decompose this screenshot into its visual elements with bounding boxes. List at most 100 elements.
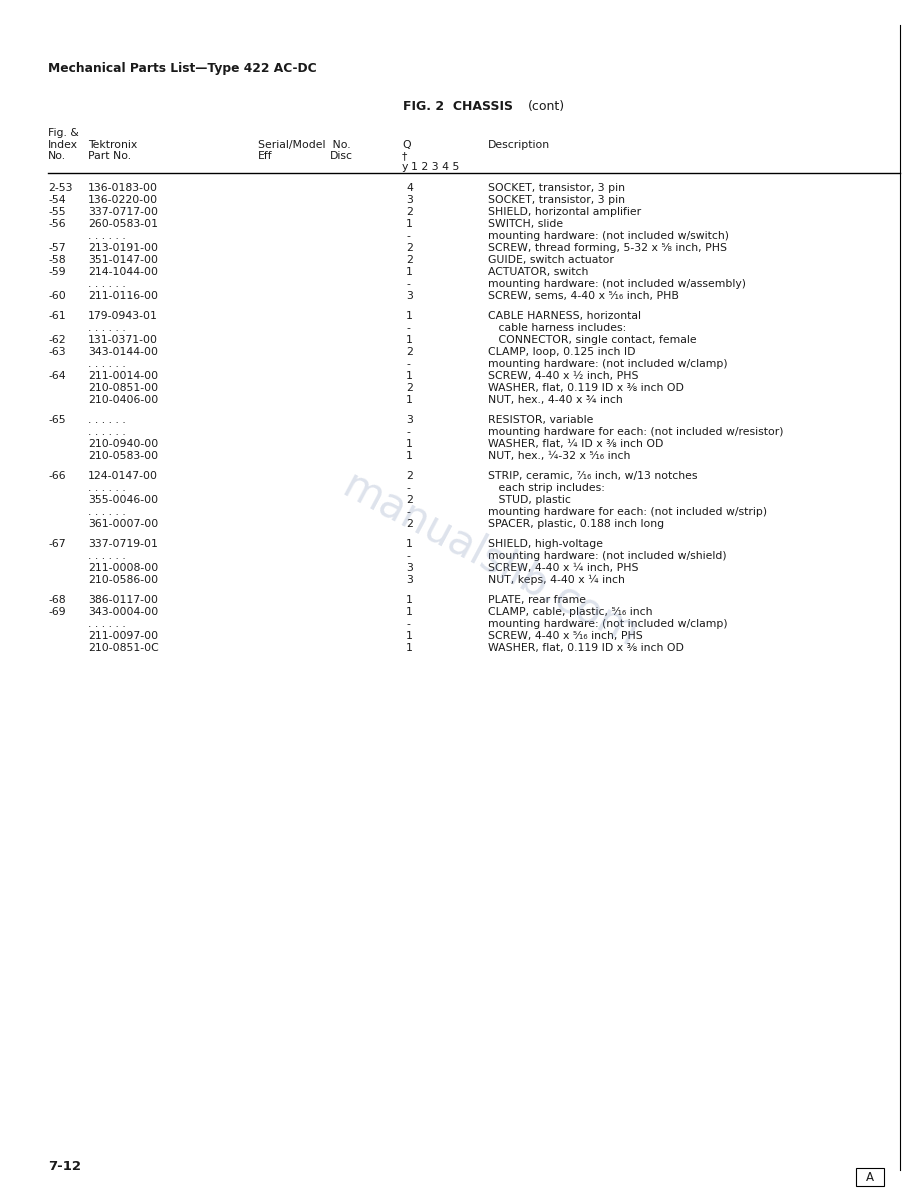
Text: 211-0097-00: 211-0097-00 xyxy=(88,631,158,641)
Text: 7-12: 7-12 xyxy=(48,1160,81,1173)
Text: WASHER, flat, 0.119 ID x ⅜ inch OD: WASHER, flat, 0.119 ID x ⅜ inch OD xyxy=(488,383,684,393)
Text: -: - xyxy=(406,551,410,561)
Text: -: - xyxy=(406,359,410,370)
Text: Disc: Disc xyxy=(330,151,353,161)
Text: 4: 4 xyxy=(406,184,413,193)
Text: 1: 1 xyxy=(406,311,413,321)
Text: . . . . . .: . . . . . . xyxy=(88,507,126,517)
Text: 2: 2 xyxy=(406,383,413,393)
Text: -61: -61 xyxy=(48,311,66,321)
Text: 337-0717-00: 337-0717-00 xyxy=(88,207,158,217)
Text: 210-0583-00: 210-0583-00 xyxy=(88,451,158,461)
Text: mounting hardware: (not included w/clamp): mounting hardware: (not included w/clamp… xyxy=(488,359,727,370)
Text: CABLE HARNESS, horizontal: CABLE HARNESS, horizontal xyxy=(488,311,641,321)
Text: 2: 2 xyxy=(406,347,413,356)
Text: A: A xyxy=(866,1171,874,1184)
Text: PLATE, rear frame: PLATE, rear frame xyxy=(488,595,586,606)
Text: RESISTOR, variable: RESISTOR, variable xyxy=(488,415,593,426)
Text: manualslib.com: manualslib.com xyxy=(335,464,645,656)
Text: CLAMP, loop, 0.125 inch ID: CLAMP, loop, 0.125 inch ID xyxy=(488,347,636,356)
Text: 210-0406-00: 210-0406-00 xyxy=(88,395,158,405)
Text: -66: -66 xyxy=(48,471,66,482)
Text: . . . . . .: . . . . . . xyxy=(88,359,126,370)
Text: GUIDE, switch actuator: GUIDE, switch actuator xyxy=(488,255,614,265)
Text: mounting hardware: (not included w/assembly): mounting hardware: (not included w/assem… xyxy=(488,279,746,288)
Text: Q: Q xyxy=(402,139,411,150)
Bar xyxy=(856,1168,884,1186)
Text: 337-0719-01: 337-0719-01 xyxy=(88,539,158,550)
Text: 1: 1 xyxy=(406,631,413,641)
Text: 210-0851-00: 210-0851-00 xyxy=(88,383,158,393)
Text: Part No.: Part No. xyxy=(88,151,131,161)
Text: Serial/Model  No.: Serial/Model No. xyxy=(258,139,351,150)
Text: CONNECTOR, single contact, female: CONNECTOR, single contact, female xyxy=(488,335,697,344)
Text: SCREW, 4-40 x ¼ inch, PHS: SCREW, 4-40 x ¼ inch, PHS xyxy=(488,563,639,573)
Text: 2: 2 xyxy=(406,207,413,217)
Text: 131-0371-00: 131-0371-00 xyxy=(88,335,158,344)
Text: ACTUATOR, switch: ACTUATOR, switch xyxy=(488,267,588,277)
Text: 1: 1 xyxy=(406,439,413,449)
Text: 260-0583-01: 260-0583-01 xyxy=(88,219,158,229)
Text: 1: 1 xyxy=(406,267,413,277)
Text: . . . . . .: . . . . . . xyxy=(88,483,126,493)
Text: 211-0014-00: 211-0014-00 xyxy=(88,371,158,381)
Text: cable harness includes:: cable harness includes: xyxy=(488,323,626,333)
Text: -: - xyxy=(406,427,410,437)
Text: WASHER, flat, ¼ ID x ⅜ inch OD: WASHER, flat, ¼ ID x ⅜ inch OD xyxy=(488,439,664,449)
Text: -68: -68 xyxy=(48,595,66,606)
Text: 355-0046-00: 355-0046-00 xyxy=(88,495,158,505)
Text: 1: 1 xyxy=(406,642,413,653)
Text: -60: -60 xyxy=(48,291,66,302)
Text: -: - xyxy=(406,323,410,333)
Text: SWITCH, slide: SWITCH, slide xyxy=(488,219,563,229)
Text: -64: -64 xyxy=(48,371,66,381)
Text: 1: 1 xyxy=(406,451,413,461)
Text: 1: 1 xyxy=(406,395,413,405)
Text: Description: Description xyxy=(488,139,550,150)
Text: . . . . . .: . . . . . . xyxy=(88,551,126,561)
Text: 3: 3 xyxy=(406,291,413,302)
Text: 3: 3 xyxy=(406,575,413,585)
Text: 361-0007-00: 361-0007-00 xyxy=(88,519,158,529)
Text: 2: 2 xyxy=(406,495,413,505)
Text: 1: 1 xyxy=(406,371,413,381)
Text: SHIELD, high-voltage: SHIELD, high-voltage xyxy=(488,539,603,550)
Text: 1: 1 xyxy=(406,595,413,606)
Text: 343-0004-00: 343-0004-00 xyxy=(88,607,158,617)
Text: 210-0586-00: 210-0586-00 xyxy=(88,575,158,585)
Text: STRIP, ceramic, ⁷⁄₁₆ inch, w/13 notches: STRIP, ceramic, ⁷⁄₁₆ inch, w/13 notches xyxy=(488,471,698,482)
Text: SPACER, plastic, 0.188 inch long: SPACER, plastic, 0.188 inch long xyxy=(488,519,665,529)
Text: -: - xyxy=(406,279,410,288)
Text: 210-0851-0C: 210-0851-0C xyxy=(88,642,159,653)
Text: . . . . . .: . . . . . . xyxy=(88,323,126,333)
Text: 179-0943-01: 179-0943-01 xyxy=(88,311,158,321)
Text: -62: -62 xyxy=(48,335,66,344)
Text: SCREW, 4-40 x ½ inch, PHS: SCREW, 4-40 x ½ inch, PHS xyxy=(488,371,639,381)
Text: -58: -58 xyxy=(48,255,66,265)
Text: mounting hardware for each: (not included w/resistor): mounting hardware for each: (not include… xyxy=(488,427,784,437)
Text: Eff: Eff xyxy=(258,151,272,161)
Text: 3: 3 xyxy=(406,563,413,573)
Text: y: y xyxy=(402,162,408,172)
Text: 211-0116-00: 211-0116-00 xyxy=(88,291,158,302)
Text: -: - xyxy=(406,507,410,517)
Text: . . . . . .: . . . . . . xyxy=(88,279,126,288)
Text: 343-0144-00: 343-0144-00 xyxy=(88,347,158,356)
Text: -56: -56 xyxy=(48,219,66,229)
Text: No.: No. xyxy=(48,151,66,161)
Text: Tektronix: Tektronix xyxy=(88,139,138,150)
Text: mounting hardware: (not included w/switch): mounting hardware: (not included w/switc… xyxy=(488,231,729,241)
Text: 2: 2 xyxy=(406,519,413,529)
Text: 211-0008-00: 211-0008-00 xyxy=(88,563,158,573)
Text: 210-0940-00: 210-0940-00 xyxy=(88,439,158,449)
Text: mounting hardware: (not included w/shield): mounting hardware: (not included w/shiel… xyxy=(488,551,726,561)
Text: SCREW, sems, 4-40 x ⁵⁄₁₆ inch, PHB: SCREW, sems, 4-40 x ⁵⁄₁₆ inch, PHB xyxy=(488,291,679,302)
Text: -: - xyxy=(406,231,410,241)
Text: -59: -59 xyxy=(48,267,66,277)
Text: 386-0117-00: 386-0117-00 xyxy=(88,595,158,606)
Text: SOCKET, transistor, 3 pin: SOCKET, transistor, 3 pin xyxy=(488,195,625,205)
Text: SCREW, 4-40 x ⁵⁄₁₆ inch, PHS: SCREW, 4-40 x ⁵⁄₁₆ inch, PHS xyxy=(488,631,642,641)
Text: 1: 1 xyxy=(406,539,413,550)
Text: . . . . . .: . . . . . . xyxy=(88,619,126,629)
Text: 1: 1 xyxy=(406,219,413,229)
